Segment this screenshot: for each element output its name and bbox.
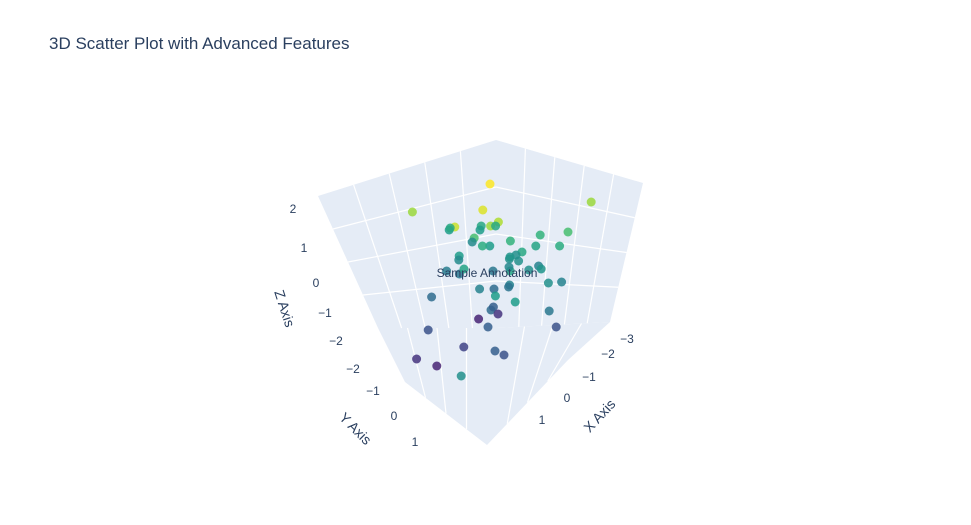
scatter-point[interactable]: [536, 264, 546, 274]
scatter-point[interactable]: [488, 302, 498, 312]
scatter-point[interactable]: [478, 205, 488, 215]
x-tick-label: −3: [620, 332, 634, 346]
z-tick-label: 0: [313, 276, 320, 290]
scatter-point[interactable]: [543, 278, 553, 288]
scatter-point[interactable]: [510, 297, 520, 307]
scatter-point[interactable]: [505, 236, 515, 246]
y-tick-label: −1: [366, 384, 380, 398]
z-tick-label: 2: [290, 202, 297, 216]
scatter-point[interactable]: [586, 197, 596, 207]
scatter-point[interactable]: [477, 241, 487, 251]
x-tick-label: 1: [539, 413, 546, 427]
x-axis-title: X Axis: [580, 396, 618, 435]
scatter-point[interactable]: [407, 207, 417, 217]
scatter-point[interactable]: [493, 309, 503, 319]
scatter-point[interactable]: [563, 227, 573, 237]
scatter-point[interactable]: [459, 264, 469, 274]
scatter-point[interactable]: [456, 371, 466, 381]
y-tick-label: −2: [346, 362, 360, 376]
right-wall-gridline: [495, 280, 619, 288]
x-tick-label: 0: [564, 391, 571, 405]
scatter-point[interactable]: [475, 225, 485, 235]
scatter-point[interactable]: [485, 241, 495, 251]
x-tick-label: −2: [601, 347, 615, 361]
scatter-point[interactable]: [551, 322, 561, 332]
scatter-point[interactable]: [483, 322, 493, 332]
y-tick-label: 0: [391, 409, 398, 423]
floor-gridline: [436, 327, 447, 414]
scatter-point[interactable]: [459, 342, 469, 352]
scatter-point[interactable]: [531, 241, 541, 251]
scatter-point[interactable]: [557, 277, 567, 287]
scatter-point[interactable]: [535, 230, 545, 240]
z-tick-label: −1: [318, 306, 332, 320]
left-wall-gridline: [362, 280, 497, 296]
scatter-point[interactable]: [491, 221, 501, 231]
scatter-point[interactable]: [423, 325, 433, 335]
sample-annotation: Sample Annotation: [437, 266, 538, 280]
scatter-point[interactable]: [485, 179, 495, 189]
scatter-point[interactable]: [467, 237, 477, 247]
scatter-point[interactable]: [412, 354, 422, 364]
scatter-point[interactable]: [490, 346, 500, 356]
scatter-point[interactable]: [505, 252, 515, 262]
floor-gridline: [506, 326, 526, 424]
scatter-point[interactable]: [427, 292, 437, 302]
scatter-point[interactable]: [490, 291, 500, 301]
scatter-point[interactable]: [499, 350, 509, 360]
scatter-point[interactable]: [489, 284, 499, 294]
scatter-point[interactable]: [504, 282, 514, 292]
z-axis-title: Z Axis: [271, 288, 298, 329]
z-tick-label: −2: [329, 334, 343, 348]
left-wall-gridline: [332, 186, 497, 230]
scatter-point[interactable]: [454, 255, 464, 265]
scatter-point[interactable]: [524, 265, 534, 275]
scatter-point[interactable]: [432, 361, 442, 371]
x-tick-label: −1: [582, 370, 596, 384]
scatter-point[interactable]: [488, 266, 498, 276]
scatter-point[interactable]: [475, 284, 485, 294]
floor-pane: [378, 322, 610, 445]
scatter-point[interactable]: [504, 262, 514, 272]
y-axis-title: Y Axis: [336, 409, 375, 448]
scatter-point[interactable]: [555, 241, 565, 251]
right-wall-gridline: [495, 186, 635, 219]
floor-gridline: [547, 323, 583, 382]
scatter-point[interactable]: [544, 306, 554, 316]
axis-panes: [318, 140, 643, 445]
scatter-point[interactable]: [445, 223, 455, 233]
scatter-point[interactable]: [442, 266, 452, 276]
y-tick-label: 1: [412, 435, 419, 449]
z-tick-label: 1: [301, 241, 308, 255]
floor-gridline: [526, 324, 554, 403]
tick-labels: 210−1−2−2−101−3−2−101: [290, 202, 635, 449]
left-wall-pane: [318, 140, 496, 328]
scatter-point[interactable]: [474, 314, 484, 324]
data-points[interactable]: [407, 179, 596, 381]
chart-title: 3D Scatter Plot with Advanced Features: [49, 34, 350, 53]
